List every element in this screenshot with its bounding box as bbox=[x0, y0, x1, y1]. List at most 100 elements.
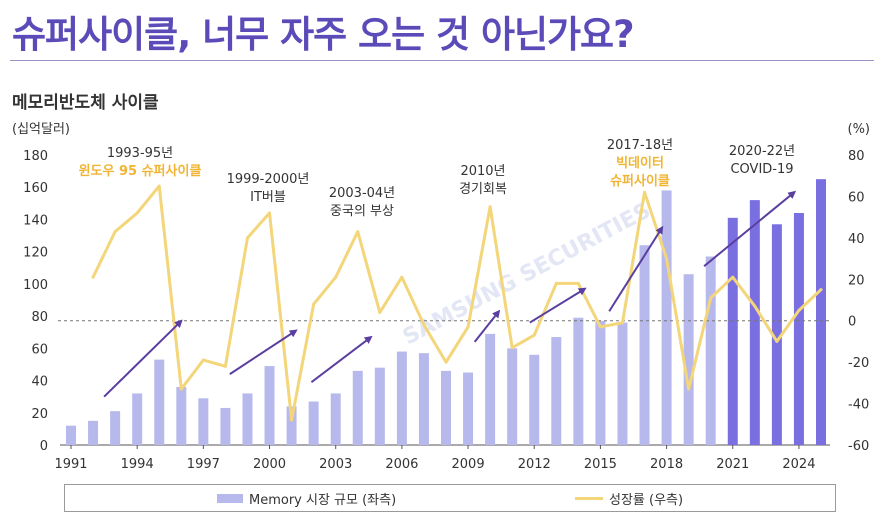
annotation-label-2: 슈퍼사이클 bbox=[610, 173, 670, 189]
legend-item-market-size: Memory 시장 규모 (좌측) bbox=[217, 489, 396, 508]
bar-2021 bbox=[727, 217, 738, 445]
bar-2013 bbox=[551, 337, 562, 445]
annotation-period: 2003-04년 bbox=[329, 186, 395, 201]
growth-point-2004 bbox=[356, 230, 360, 234]
bar-2025 bbox=[816, 179, 826, 445]
legend-line-label: 성장률 (우측) bbox=[609, 493, 684, 508]
growth-point-2007 bbox=[422, 323, 426, 327]
growth-point-2023 bbox=[775, 339, 779, 343]
chart-subtitle: 메모리반도체 사이클 bbox=[12, 93, 159, 113]
bar-1996 bbox=[176, 387, 187, 445]
right-axis-unit: (%) bbox=[848, 122, 871, 137]
annotation-label: 윈도우 95 슈퍼사이클 bbox=[79, 163, 202, 179]
annotation-label: 중국의 부상 bbox=[330, 204, 394, 219]
bar-1998 bbox=[220, 407, 231, 445]
growth-point-2009 bbox=[466, 325, 470, 329]
growth-point-2001 bbox=[290, 418, 294, 422]
bar-2012 bbox=[529, 354, 540, 445]
y-right-tick-label: -60 bbox=[848, 439, 869, 454]
y-right-tick-label: 80 bbox=[848, 149, 865, 164]
y-left-tick-label: 100 bbox=[23, 278, 48, 293]
growth-point-2024 bbox=[797, 308, 801, 312]
x-tick-label: 2003 bbox=[319, 457, 352, 472]
left-axis-unit: (십억달러) bbox=[12, 122, 70, 137]
bar-2018 bbox=[661, 190, 672, 445]
bar-2003 bbox=[330, 393, 341, 445]
x-tick-label: 2006 bbox=[385, 457, 418, 472]
bar-2006 bbox=[396, 351, 407, 445]
y-left-tick-label: 180 bbox=[23, 149, 48, 164]
bar-1999 bbox=[242, 393, 253, 445]
growth-point-2016 bbox=[620, 321, 624, 325]
annotation-period: 2017-18년 bbox=[607, 138, 673, 153]
x-tick-label: 1997 bbox=[187, 457, 220, 472]
growth-point-1998 bbox=[223, 364, 227, 368]
bar-2017 bbox=[639, 245, 650, 445]
growth-point-2013 bbox=[554, 281, 558, 285]
bar-2019 bbox=[683, 274, 694, 445]
trend-arrow-5 bbox=[529, 287, 587, 324]
growth-point-2014 bbox=[576, 281, 580, 285]
trend-arrow-7 bbox=[703, 190, 797, 267]
growth-point-2018 bbox=[665, 257, 669, 261]
y-left-tick-label: 120 bbox=[23, 246, 48, 261]
bar-2008 bbox=[441, 370, 451, 445]
growth-point-2015 bbox=[598, 325, 602, 329]
x-tick-label: 2018 bbox=[650, 457, 683, 472]
growth-point-2008 bbox=[444, 360, 448, 364]
growth-point-1997 bbox=[201, 358, 205, 362]
legend-bar-swatch bbox=[217, 494, 243, 503]
x-tick-label: 2015 bbox=[584, 457, 617, 472]
y-right-tick-label: -40 bbox=[848, 398, 869, 413]
x-tick-label: 2009 bbox=[452, 457, 485, 472]
x-tick-label: 1991 bbox=[54, 457, 87, 472]
bar-2014 bbox=[573, 317, 584, 445]
annotation-label: 경기회복 bbox=[459, 182, 507, 197]
bar-2002 bbox=[308, 401, 319, 445]
x-tick-label: 1994 bbox=[121, 457, 154, 472]
growth-point-1999 bbox=[245, 236, 249, 240]
bar-2020 bbox=[705, 256, 716, 445]
bar-2005 bbox=[374, 367, 385, 445]
memory-cycle-chart: SAMSUNG SECURITIES (십억달러) (%) 0 20 40 60 80 100… bbox=[12, 122, 871, 472]
annotation-label: 빅데이터 bbox=[616, 155, 664, 171]
bar-2001 bbox=[286, 406, 297, 445]
legend-item-growth-rate: 성장률 (우측) bbox=[575, 489, 683, 508]
x-tick-label: 2021 bbox=[716, 457, 749, 472]
page-title: 슈퍼사이클, 너무 자주 오는 것 아닌가요? bbox=[12, 13, 635, 56]
annotation-period: 2010년 bbox=[460, 164, 505, 179]
bar-2022 bbox=[749, 200, 760, 445]
growth-point-2020 bbox=[709, 296, 713, 300]
growth-point-2012 bbox=[532, 333, 536, 337]
trend-arrow-2 bbox=[229, 329, 298, 375]
bar-1991 bbox=[66, 425, 76, 445]
y-right-tick-label: 40 bbox=[848, 232, 865, 247]
growth-point-2006 bbox=[400, 275, 404, 279]
growth-point-2005 bbox=[378, 310, 382, 314]
bar-1997 bbox=[198, 398, 209, 445]
annotation-label: COVID-19 bbox=[730, 162, 793, 177]
legend-line-swatch bbox=[575, 497, 603, 500]
growth-point-2022 bbox=[753, 304, 757, 308]
x-tick-label: 2012 bbox=[518, 457, 551, 472]
growth-point-1994 bbox=[135, 211, 139, 215]
growth-point-2000 bbox=[268, 211, 272, 215]
y-left-tick-label: 0 bbox=[40, 439, 48, 454]
growth-point-2021 bbox=[731, 275, 735, 279]
bar-2024 bbox=[793, 213, 804, 445]
trend-arrow-1 bbox=[103, 319, 183, 398]
trend-arrow-6 bbox=[608, 225, 664, 312]
annotation-period: 1999-2000년 bbox=[227, 172, 310, 187]
bar-2007 bbox=[418, 353, 429, 445]
bar-2023 bbox=[771, 224, 782, 445]
growth-point-1996 bbox=[179, 387, 183, 391]
growth-point-2011 bbox=[510, 346, 514, 350]
bar-1995 bbox=[154, 359, 165, 445]
bar-1992 bbox=[88, 420, 99, 445]
bar-2015 bbox=[595, 320, 606, 445]
bar-2011 bbox=[507, 348, 518, 445]
growth-point-2017 bbox=[643, 190, 647, 194]
growth-point-2025 bbox=[819, 288, 823, 292]
bar-2009 bbox=[463, 372, 474, 445]
x-tick-label: 2000 bbox=[253, 457, 286, 472]
